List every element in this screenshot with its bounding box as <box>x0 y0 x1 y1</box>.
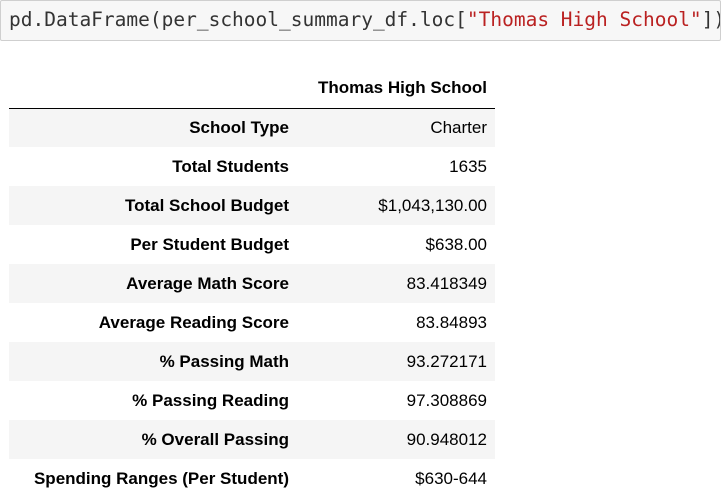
row-value: 83.84893 <box>416 312 487 332</box>
table-row: % Passing Math 93.272171 <box>9 342 495 381</box>
code-suffix: ]) <box>701 8 720 31</box>
table-row: % Passing Reading 97.308869 <box>9 381 495 420</box>
table-row: School Type Charter <box>9 108 495 147</box>
row-value: 97.308869 <box>406 390 487 410</box>
row-label: Average Math Score <box>126 273 289 293</box>
code-prefix: pd.DataFrame(per_school_summary_df.loc[ <box>9 8 467 31</box>
table-row: Average Reading Score 83.84893 <box>9 303 495 342</box>
row-label: % Passing Reading <box>132 390 289 410</box>
table-row: % Overall Passing 90.948012 <box>9 420 495 459</box>
row-value: 93.272171 <box>406 351 487 371</box>
row-label: Spending Ranges (Per Student) <box>33 468 289 488</box>
index-header-blank <box>9 69 300 109</box>
row-label: Total School Budget <box>124 195 289 215</box>
table-row: Spending Ranges (Per Student) $630-644 <box>9 459 495 498</box>
table-row: Total School Budget $1,043,130.00 <box>9 186 495 225</box>
table-row: Average Math Score 83.418349 <box>9 264 495 303</box>
row-value: 90.948012 <box>406 429 487 449</box>
code-line: pd.DataFrame(per_school_summary_df.loc["… <box>9 7 720 33</box>
row-value: $630-644 <box>415 468 487 488</box>
code-cell[interactable]: pd.DataFrame(per_school_summary_df.loc["… <box>0 0 721 41</box>
code-string-argument: "Thomas High School" <box>466 8 702 31</box>
row-value: $638.00 <box>425 234 487 254</box>
row-value: $1,043,130.00 <box>378 195 487 215</box>
row-value: Charter <box>430 117 487 137</box>
table-row: Per Student Budget $638.00 <box>9 225 495 264</box>
row-label: Total Students <box>172 156 289 176</box>
row-label: School Type <box>189 117 289 137</box>
row-label: % Passing Math <box>159 351 289 371</box>
dataframe-output-table: Thomas High School School Type Charter T… <box>9 69 495 498</box>
column-header: Thomas High School <box>300 69 495 109</box>
table-header-row: Thomas High School <box>9 69 495 109</box>
table-row: Total Students 1635 <box>9 147 495 186</box>
row-label: % Overall Passing <box>141 429 289 449</box>
row-value: 83.418349 <box>406 273 487 293</box>
row-value: 1635 <box>449 156 487 176</box>
row-label: Average Reading Score <box>98 312 289 332</box>
row-label: Per Student Budget <box>130 234 289 254</box>
